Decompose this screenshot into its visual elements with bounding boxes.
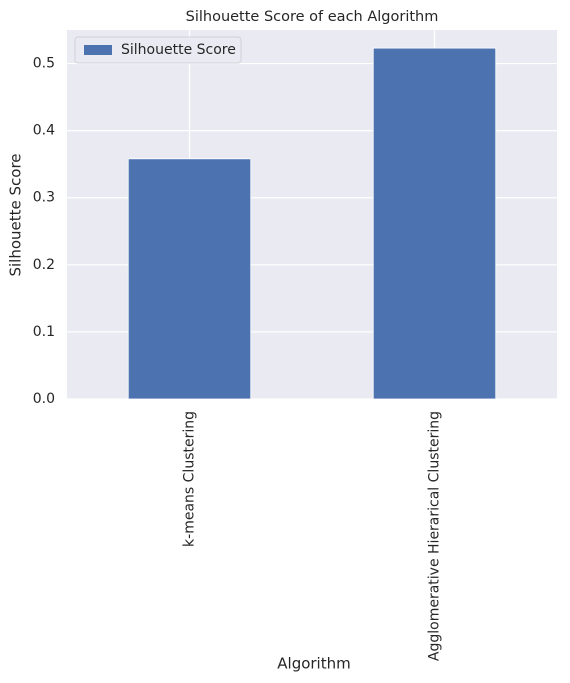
bar — [372, 47, 497, 400]
y-tick-label: 0.4 — [33, 123, 55, 139]
y-tick-label: 0.5 — [33, 56, 55, 72]
chart-title: Silhouette Score of each Algorithm — [186, 9, 439, 25]
x-tick-label: Agglomerative Hierarical Clustering — [427, 411, 443, 661]
y-tick-label: 0.2 — [33, 257, 55, 273]
legend-swatch — [84, 45, 112, 55]
x-tick-label: k-means Clustering — [182, 411, 198, 547]
y-tick-label: 0.0 — [33, 391, 55, 407]
y-tick-label: 0.3 — [33, 190, 55, 206]
legend-box — [74, 36, 242, 64]
bar — [127, 158, 252, 400]
y-tick-label: 0.1 — [33, 324, 55, 340]
legend: Silhouette Score — [74, 36, 242, 64]
legend-label: Silhouette Score — [121, 42, 236, 58]
y-axis-label: Silhouette Score — [7, 153, 25, 276]
x-axis-label: Algorithm — [277, 655, 350, 673]
